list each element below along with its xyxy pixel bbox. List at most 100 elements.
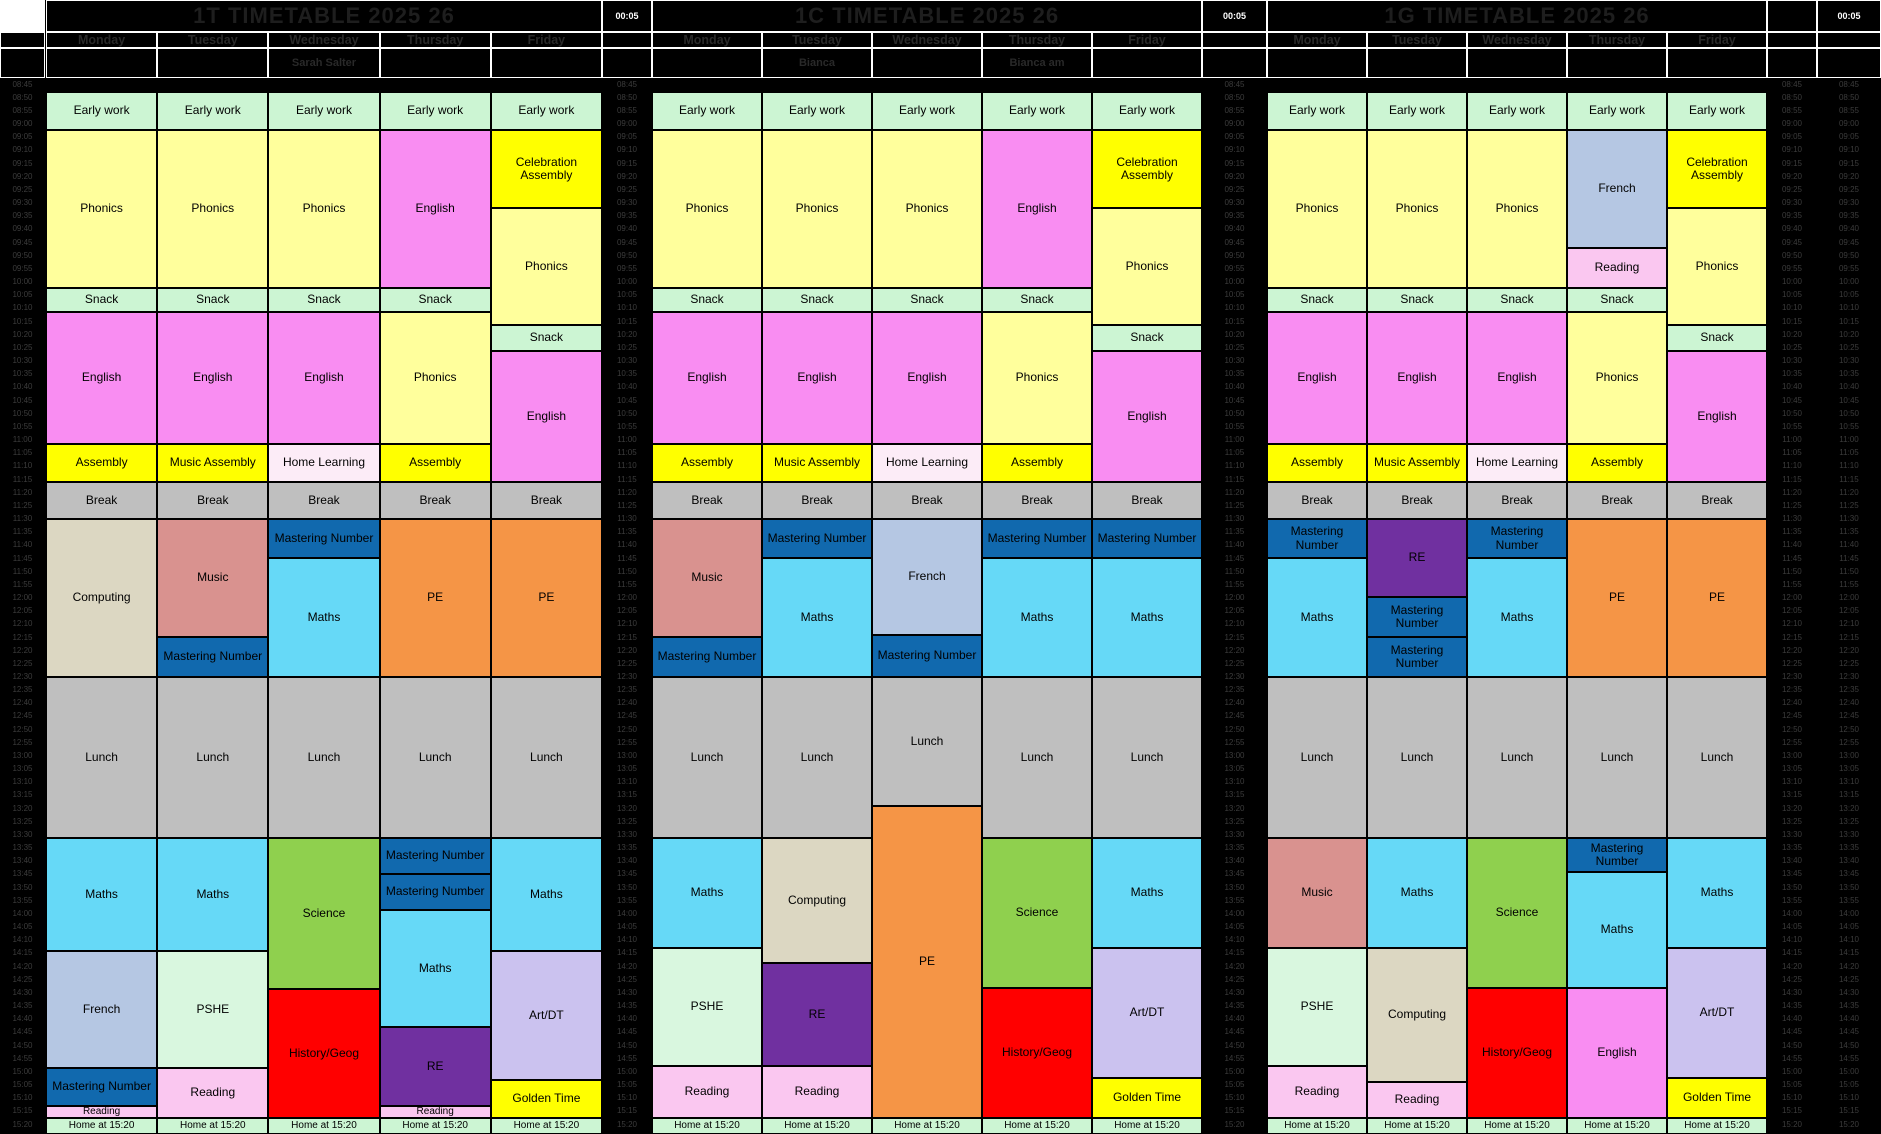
cell-english[interactable]: English: [490, 351, 602, 482]
cell-pshe[interactable]: PSHE: [1267, 948, 1367, 1066]
cell-art-dt[interactable]: Art/DT: [1092, 948, 1202, 1078]
cell-english[interactable]: English: [1467, 312, 1567, 444]
cell-assembly[interactable]: Assembly: [1267, 444, 1367, 482]
cell-mastering-number[interactable]: Mastering Number: [1267, 519, 1367, 558]
cell-snack[interactable]: Snack: [1267, 288, 1367, 312]
cell-lunch[interactable]: Lunch: [1367, 677, 1467, 838]
cell-early-work[interactable]: Early work: [982, 92, 1092, 130]
cell-reading[interactable]: Reading: [652, 1066, 762, 1118]
cell-lunch[interactable]: Lunch: [1667, 677, 1767, 838]
cell-lunch[interactable]: Lunch: [872, 677, 982, 806]
cell-home-at-15-20[interactable]: Home at 15:20: [1092, 1118, 1202, 1134]
cell-computing[interactable]: Computing: [46, 519, 158, 677]
cell-french[interactable]: French: [872, 519, 982, 635]
day-header-monday[interactable]: Monday: [46, 32, 158, 48]
cell-english[interactable]: English: [268, 312, 380, 444]
cell-phonics[interactable]: Phonics: [1367, 130, 1467, 288]
cell-lunch[interactable]: Lunch: [1092, 677, 1202, 838]
cell-snack[interactable]: Snack: [1092, 325, 1202, 351]
cell-lunch[interactable]: Lunch: [268, 677, 380, 838]
day-header-wednesday[interactable]: Wednesday: [872, 32, 982, 48]
cell-lunch[interactable]: Lunch: [652, 677, 762, 838]
cell-snack[interactable]: Snack: [490, 325, 602, 351]
cell-english[interactable]: English: [1267, 312, 1367, 444]
cell-art-dt[interactable]: Art/DT: [1667, 948, 1767, 1078]
cell-home-at-15-20[interactable]: Home at 15:20: [872, 1118, 982, 1134]
cell-mastering-number[interactable]: Mastering Number: [1367, 637, 1467, 677]
teacher-cell[interactable]: Sarah Salter: [268, 48, 380, 78]
cell-english[interactable]: English: [157, 312, 269, 444]
cell-lunch[interactable]: Lunch: [1467, 677, 1567, 838]
cell-computing[interactable]: Computing: [1367, 948, 1467, 1082]
cell-maths[interactable]: Maths: [982, 558, 1092, 677]
cell-mastering-number[interactable]: Mastering Number: [872, 635, 982, 677]
cell-history-geog[interactable]: History/Geog: [982, 988, 1092, 1118]
cell-snack[interactable]: Snack: [652, 288, 762, 312]
cell-home-at-15-20[interactable]: Home at 15:20: [157, 1118, 269, 1134]
cell-phonics[interactable]: Phonics: [1567, 312, 1667, 444]
interval-duration-cell[interactable]: 00:05: [1202, 0, 1267, 32]
cell-mastering-number[interactable]: Mastering Number: [1367, 597, 1467, 637]
teacher-cell[interactable]: [157, 48, 269, 78]
cell-assembly[interactable]: Assembly: [982, 444, 1092, 482]
panel-title[interactable]: 1G TIMETABLE 2025 26: [1267, 0, 1767, 32]
cell-mastering-number[interactable]: Mastering Number: [1092, 519, 1202, 558]
cell-science[interactable]: Science: [982, 838, 1092, 988]
teacher-cell[interactable]: [1267, 48, 1367, 78]
cell-home-at-15-20[interactable]: Home at 15:20: [762, 1118, 872, 1134]
cell-re[interactable]: RE: [379, 1027, 491, 1106]
cell-reading[interactable]: Reading: [1367, 1082, 1467, 1118]
cell-maths[interactable]: Maths: [157, 838, 269, 951]
cell-break[interactable]: Break: [762, 482, 872, 519]
cell-snack[interactable]: Snack: [1467, 288, 1567, 312]
cell-phonics[interactable]: Phonics: [157, 130, 269, 288]
cell-maths[interactable]: Maths: [652, 838, 762, 948]
cell-lunch[interactable]: Lunch: [379, 677, 491, 838]
cell-phonics[interactable]: Phonics: [268, 130, 380, 288]
cell-pshe[interactable]: PSHE: [652, 948, 762, 1066]
cell-early-work[interactable]: Early work: [1467, 92, 1567, 130]
teacher-cell[interactable]: [1567, 48, 1667, 78]
cell-snack[interactable]: Snack: [268, 288, 380, 312]
cell-mastering-number[interactable]: Mastering Number: [268, 519, 380, 558]
cell-early-work[interactable]: Early work: [652, 92, 762, 130]
cell-music[interactable]: Music: [652, 519, 762, 637]
cell-celebration-assembly[interactable]: Celebration Assembly: [1667, 130, 1767, 208]
cell-maths[interactable]: Maths: [762, 558, 872, 677]
cell-golden-time[interactable]: Golden Time: [490, 1080, 602, 1118]
cell-phonics[interactable]: Phonics: [982, 312, 1092, 444]
cell-mastering-number[interactable]: Mastering Number: [1567, 838, 1667, 872]
cell-maths[interactable]: Maths: [490, 838, 602, 951]
cell-celebration-assembly[interactable]: Celebration Assembly: [1092, 130, 1202, 208]
cell-snack[interactable]: Snack: [1367, 288, 1467, 312]
day-header-monday[interactable]: Monday: [652, 32, 762, 48]
cell-mastering-number[interactable]: Mastering Number: [379, 874, 491, 910]
cell-break[interactable]: Break: [1567, 482, 1667, 519]
cell-reading[interactable]: Reading: [157, 1068, 269, 1118]
cell-mastering-number[interactable]: Mastering Number: [982, 519, 1092, 558]
day-header-friday[interactable]: Friday: [490, 32, 602, 48]
teacher-cell[interactable]: Bianca: [762, 48, 872, 78]
cell-mastering-number[interactable]: Mastering Number: [652, 637, 762, 677]
cell-mastering-number[interactable]: Mastering Number: [1467, 519, 1567, 558]
cell-english[interactable]: English: [872, 312, 982, 444]
cell-lunch[interactable]: Lunch: [982, 677, 1092, 838]
cell-break[interactable]: Break: [490, 482, 602, 519]
cell-early-work[interactable]: Early work: [1267, 92, 1367, 130]
cell-french[interactable]: French: [1567, 130, 1667, 248]
cell-break[interactable]: Break: [157, 482, 269, 519]
cell-snack[interactable]: Snack: [762, 288, 872, 312]
panel-title[interactable]: 1T TIMETABLE 2025 26: [46, 0, 602, 32]
interval-duration-cell[interactable]: [1767, 0, 1817, 32]
cell-early-work[interactable]: Early work: [268, 92, 380, 130]
cell-home-at-15-20[interactable]: Home at 15:20: [1367, 1118, 1467, 1134]
cell-home-at-15-20[interactable]: Home at 15:20: [1667, 1118, 1767, 1134]
teacher-cell[interactable]: [1092, 48, 1202, 78]
cell-mastering-number[interactable]: Mastering Number: [379, 838, 491, 874]
cell-phonics[interactable]: Phonics: [652, 130, 762, 288]
cell-celebration-assembly[interactable]: Celebration Assembly: [490, 130, 602, 208]
cell-early-work[interactable]: Early work: [762, 92, 872, 130]
cell-pe[interactable]: PE: [490, 519, 602, 677]
cell-french[interactable]: French: [46, 951, 158, 1068]
teacher-cell[interactable]: [46, 48, 158, 78]
